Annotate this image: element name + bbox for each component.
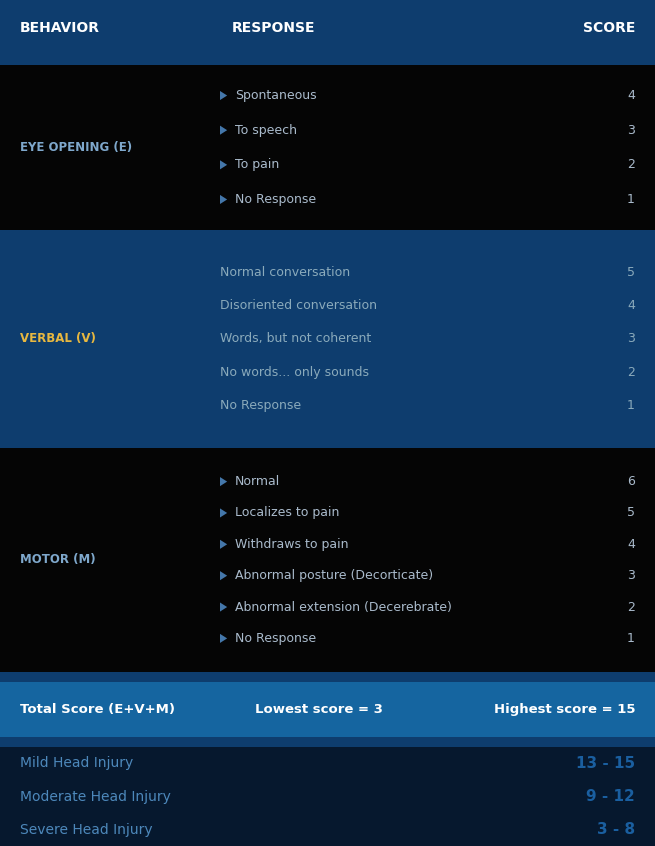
Bar [0,448,655,672]
Polygon shape [220,160,227,169]
Text: Normal: Normal [235,475,280,488]
Text: Localizes to pain: Localizes to pain [235,507,339,519]
Polygon shape [220,634,227,643]
Text: To pain: To pain [235,158,279,172]
Text: Mild Head Injury: Mild Head Injury [20,756,133,771]
Text: To speech: To speech [235,124,297,137]
Text: RESPONSE: RESPONSE [232,20,316,35]
Text: 4: 4 [627,538,635,551]
Text: 9 - 12: 9 - 12 [586,789,635,804]
Text: Abnormal extension (Decerebrate): Abnormal extension (Decerebrate) [235,601,452,613]
Text: MOTOR (M): MOTOR (M) [20,553,96,567]
Bar [0,230,655,240]
Text: No Response: No Response [235,193,316,206]
Bar [0,0,655,55]
Text: SCORE: SCORE [583,20,635,35]
Text: Abnormal posture (Decorticate): Abnormal posture (Decorticate) [235,569,433,582]
Bar [0,682,655,737]
Text: Withdraws to pain: Withdraws to pain [235,538,348,551]
Bar [0,240,655,438]
Text: 2: 2 [627,365,635,379]
Text: 2: 2 [627,601,635,613]
Bar [0,65,655,230]
Text: 6: 6 [627,475,635,488]
Polygon shape [220,508,227,518]
Text: 1: 1 [627,632,635,645]
Text: 3: 3 [627,332,635,345]
Text: 5: 5 [627,266,635,279]
Text: 3 - 8: 3 - 8 [597,822,635,837]
Text: 3: 3 [627,569,635,582]
Text: VERBAL (V): VERBAL (V) [20,332,96,345]
Polygon shape [220,125,227,135]
Text: 4: 4 [627,89,635,102]
Polygon shape [220,540,227,549]
Text: Moderate Head Injury: Moderate Head Injury [20,789,171,804]
Text: Highest score = 15: Highest score = 15 [493,703,635,716]
Text: No Response: No Response [220,399,301,412]
Text: No words... only sounds: No words... only sounds [220,365,369,379]
Polygon shape [220,477,227,486]
Text: Disoriented conversation: Disoriented conversation [220,299,377,312]
Polygon shape [220,195,227,204]
Bar [0,672,655,682]
Bar [0,55,655,65]
Text: EYE OPENING (E): EYE OPENING (E) [20,141,132,154]
Polygon shape [220,91,227,100]
Text: 1: 1 [627,193,635,206]
Polygon shape [220,602,227,612]
Text: BEHAVIOR: BEHAVIOR [20,20,100,35]
Text: Severe Head Injury: Severe Head Injury [20,822,153,837]
Text: Normal conversation: Normal conversation [220,266,350,279]
Text: Spontaneous: Spontaneous [235,89,316,102]
Text: 5: 5 [627,507,635,519]
Text: Lowest score = 3: Lowest score = 3 [255,703,383,716]
Text: 4: 4 [627,299,635,312]
Text: 3: 3 [627,124,635,137]
Text: Words, but not coherent: Words, but not coherent [220,332,371,345]
Bar [0,747,655,846]
Text: No Response: No Response [235,632,316,645]
Text: 1: 1 [627,399,635,412]
Bar [0,737,655,747]
Text: 2: 2 [627,158,635,172]
Bar [0,438,655,448]
Text: Total Score (E+V+M): Total Score (E+V+M) [20,703,175,716]
Polygon shape [220,571,227,580]
Text: 13 - 15: 13 - 15 [576,756,635,771]
